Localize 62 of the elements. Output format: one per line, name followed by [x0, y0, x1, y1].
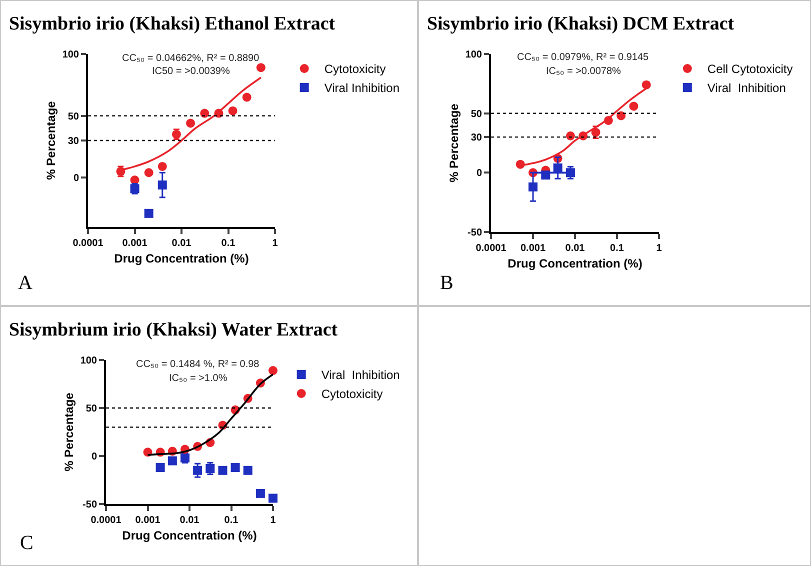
x-tick-label: 0.01 — [565, 243, 586, 254]
point — [242, 92, 252, 102]
x-axis-title: Drug Concentration (%) — [122, 528, 257, 542]
y-tick-label: 0 — [91, 452, 98, 462]
legend-label: Cytotoxicity — [321, 387, 383, 402]
y-tick-label: 50 — [86, 404, 98, 414]
point — [629, 102, 638, 111]
text: A — [18, 272, 33, 294]
annotation: CC₅₀ = 0.0979%, R² = 0.9145 — [517, 52, 650, 63]
point — [256, 63, 266, 72]
legend-label: Cytotoxicity — [324, 62, 386, 76]
x-tick-label: 0.01 — [180, 515, 200, 526]
x-tick-label: 0.0001 — [476, 243, 507, 254]
x-tick-label: 0.001 — [520, 243, 546, 254]
point — [144, 168, 154, 178]
point — [228, 106, 238, 116]
y-tick-label: -50 — [82, 500, 98, 510]
point — [566, 131, 575, 140]
annotation: IC50 = >0.0039% — [152, 66, 230, 77]
x-tick-label: 0.01 — [172, 238, 192, 249]
annotation: CC₅₀ = 0.04662%, R² = 0.8890 — [122, 53, 260, 64]
y-axis-title: % Percentage — [62, 392, 76, 472]
text: B — [440, 272, 454, 294]
x-axis-title: Drug Concentration (%) — [114, 251, 249, 266]
x-tick-label: 1 — [272, 238, 278, 249]
y-tick-label: 30 — [68, 136, 80, 147]
x-tick-label: 1 — [656, 243, 662, 254]
text: C — [20, 532, 34, 554]
annotation: IC₅₀ = >0.0078% — [546, 66, 621, 77]
point — [186, 118, 196, 128]
x-tick-label: 0.0001 — [72, 238, 104, 249]
y-axis-title: % Percentage — [44, 100, 58, 180]
y-tick-label: 100 — [62, 50, 80, 60]
x-tick-label: 0.001 — [135, 515, 161, 526]
annotation: IC₅₀ = >1.0% — [169, 373, 228, 384]
point — [200, 108, 210, 118]
legend-label: Viral Inhibition — [324, 81, 400, 96]
y-tick-label: -50 — [468, 228, 482, 238]
annotation: CC₅₀ = 0.1484 %, R² = 0.98 — [136, 359, 260, 370]
y-tick-label: 50 — [68, 111, 80, 122]
legend-label: Viral Inhibition — [321, 368, 400, 382]
chart-title: Sisymbrio irio (Khaksi) Ethanol Extract — [8, 14, 336, 35]
x-axis-title: Drug Concentration (%) — [508, 256, 642, 270]
y-tick-label: 0 — [476, 168, 482, 180]
x-tick-label: 0.0001 — [90, 515, 122, 526]
x-tick-label: 0.1 — [610, 243, 624, 254]
point — [158, 162, 167, 171]
x-tick-label: 0.1 — [224, 515, 239, 526]
point — [642, 80, 651, 90]
x-tick-label: 0.1 — [221, 238, 236, 249]
y-tick-label: 30 — [470, 132, 482, 144]
y-tick-label: 100 — [80, 356, 98, 366]
chart-title: Sisymbrium irio (Khaksi) Water Extract — [8, 319, 338, 340]
legend-label: Viral Inhibition — [707, 81, 786, 96]
y-axis-title: % Percentage — [447, 103, 462, 182]
chart-title: Sisymbrio irio (Khaksi) DCM Extract — [426, 14, 735, 35]
y-tick-label: 0 — [73, 173, 80, 184]
legend-label: Cell Cytotoxicity — [707, 62, 793, 76]
x-tick-label: 1 — [270, 515, 276, 526]
y-tick-label: 50 — [470, 108, 482, 120]
y-tick-label: 100 — [465, 50, 482, 60]
x-tick-label: 0.001 — [122, 238, 148, 249]
